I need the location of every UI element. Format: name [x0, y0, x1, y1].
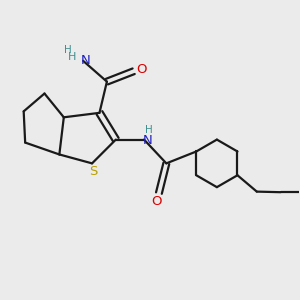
Text: H: H: [68, 52, 76, 62]
Text: H: H: [64, 44, 71, 55]
Text: S: S: [89, 165, 98, 178]
Text: O: O: [152, 195, 162, 208]
Text: H: H: [145, 125, 152, 135]
Text: N: N: [81, 54, 91, 67]
Text: N: N: [143, 134, 152, 147]
Text: O: O: [136, 63, 146, 76]
